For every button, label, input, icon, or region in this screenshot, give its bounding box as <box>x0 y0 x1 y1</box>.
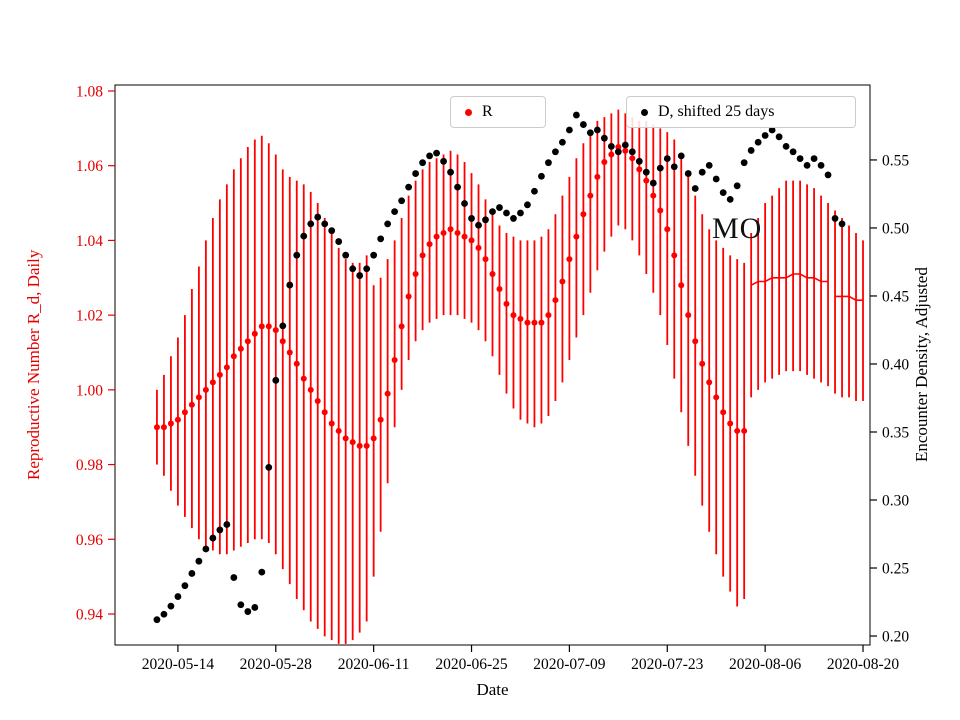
svg-text:0.96: 0.96 <box>76 532 103 549</box>
svg-text:0.94: 0.94 <box>76 606 103 623</box>
state-annotation: MO <box>712 212 763 246</box>
r-points <box>153 144 748 449</box>
svg-text:0.55: 0.55 <box>882 152 909 169</box>
svg-text:1.00: 1.00 <box>76 382 103 399</box>
svg-text:0.50: 0.50 <box>882 220 909 237</box>
d-points <box>153 111 846 624</box>
plot-frame <box>114 84 871 646</box>
svg-text:2020-07-09: 2020-07-09 <box>533 656 606 673</box>
svg-text:1.04: 1.04 <box>76 233 103 250</box>
legend-d-marker-icon <box>641 108 648 116</box>
svg-text:0.30: 0.30 <box>882 493 909 510</box>
svg-text:0.25: 0.25 <box>882 561 909 578</box>
legend-r: R <box>450 96 546 128</box>
svg-text:2020-07-23: 2020-07-23 <box>631 656 704 673</box>
svg-text:2020-06-11: 2020-06-11 <box>338 656 410 673</box>
svg-text:2020-05-14: 2020-05-14 <box>142 656 215 673</box>
svg-text:0.20: 0.20 <box>882 629 909 646</box>
legend-r-label: R <box>482 103 493 120</box>
svg-text:1.02: 1.02 <box>76 308 103 325</box>
svg-text:2020-08-06: 2020-08-06 <box>729 656 802 673</box>
y-axis-left: 0.94 0.96 0.98 1.00 1.02 1.04 1.06 1.08 <box>76 83 115 623</box>
legend-d: D, shifted 25 days <box>626 96 856 128</box>
y-axis-right: 0.20 0.25 0.30 0.35 0.40 0.45 0.50 0.55 <box>870 152 909 646</box>
svg-text:0.40: 0.40 <box>882 356 909 373</box>
x-axis-label: Date <box>476 680 509 699</box>
legend-d-label: D, shifted 25 days <box>658 103 775 120</box>
y-axis-label-right: Encounter Density, Adjusted <box>912 267 931 463</box>
svg-text:0.45: 0.45 <box>882 288 909 305</box>
svg-text:2020-06-25: 2020-06-25 <box>435 656 508 673</box>
svg-text:0.98: 0.98 <box>76 457 103 474</box>
svg-text:1.08: 1.08 <box>76 83 103 100</box>
svg-text:1.06: 1.06 <box>76 158 103 175</box>
r-errorbars <box>156 109 864 644</box>
r-line-tail <box>750 273 863 302</box>
legend-r-marker-icon <box>465 108 472 116</box>
y-axis-label-left: Reproductive Number R_d, Daily <box>24 249 43 481</box>
x-axis: 2020-05-14 2020-05-28 2020-06-11 2020-06-25… <box>142 645 900 673</box>
svg-text:2020-05-28: 2020-05-28 <box>240 656 313 673</box>
svg-text:0.35: 0.35 <box>882 424 909 441</box>
svg-text:2020-08-20: 2020-08-20 <box>827 656 900 673</box>
